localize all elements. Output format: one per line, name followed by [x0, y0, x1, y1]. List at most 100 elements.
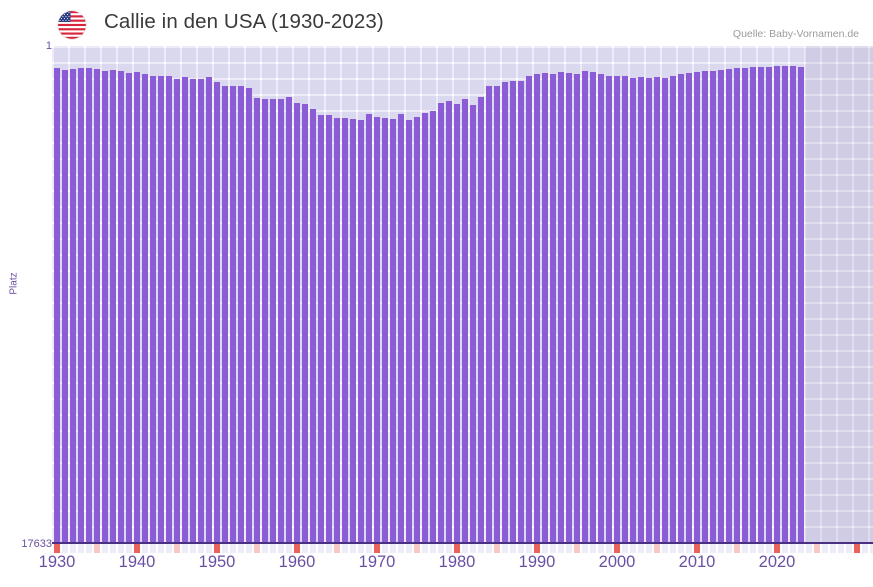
- bar[interactable]: [758, 66, 764, 542]
- bar[interactable]: [310, 108, 316, 542]
- bar[interactable]: [206, 77, 212, 542]
- bar[interactable]: [718, 70, 724, 542]
- bar[interactable]: [102, 70, 108, 542]
- bar[interactable]: [150, 75, 156, 542]
- bar[interactable]: [142, 73, 148, 542]
- bar[interactable]: [190, 79, 196, 542]
- bar[interactable]: [110, 70, 116, 542]
- bar[interactable]: [54, 68, 60, 542]
- bar[interactable]: [278, 98, 284, 542]
- bar[interactable]: [678, 74, 684, 542]
- bar[interactable]: [238, 85, 244, 542]
- bar[interactable]: [766, 66, 772, 542]
- bar[interactable]: [774, 66, 780, 542]
- bar[interactable]: [182, 76, 188, 542]
- bar[interactable]: [614, 75, 620, 542]
- bar[interactable]: [382, 118, 388, 542]
- bar[interactable]: [462, 98, 468, 542]
- bar[interactable]: [294, 103, 300, 542]
- bar[interactable]: [558, 71, 564, 542]
- bar[interactable]: [222, 85, 228, 542]
- bar[interactable]: [134, 72, 140, 542]
- bar[interactable]: [390, 119, 396, 542]
- bar[interactable]: [582, 71, 588, 542]
- bar[interactable]: [566, 72, 572, 542]
- x-tick-blank: [558, 543, 564, 553]
- bar[interactable]: [422, 112, 428, 542]
- x-tick-minor: [94, 543, 100, 553]
- bar[interactable]: [798, 66, 804, 542]
- bar[interactable]: [454, 104, 460, 542]
- bar[interactable]: [438, 102, 444, 542]
- bar[interactable]: [534, 73, 540, 542]
- x-tick-blank: [742, 543, 748, 553]
- bar[interactable]: [270, 99, 276, 542]
- bar[interactable]: [502, 81, 508, 542]
- bar[interactable]: [158, 75, 164, 542]
- bar[interactable]: [198, 79, 204, 542]
- bar[interactable]: [742, 67, 748, 542]
- bar[interactable]: [638, 77, 644, 542]
- bar[interactable]: [494, 85, 500, 542]
- bar[interactable]: [366, 113, 372, 542]
- bar[interactable]: [94, 69, 100, 542]
- bar[interactable]: [118, 71, 124, 542]
- bar[interactable]: [790, 66, 796, 542]
- bar[interactable]: [782, 65, 788, 542]
- bar[interactable]: [622, 75, 628, 542]
- bar[interactable]: [574, 73, 580, 542]
- bar[interactable]: [126, 72, 132, 542]
- bar[interactable]: [726, 69, 732, 542]
- bar[interactable]: [542, 72, 548, 542]
- bar[interactable]: [262, 99, 268, 542]
- bar[interactable]: [478, 97, 484, 542]
- bar[interactable]: [70, 68, 76, 542]
- bar[interactable]: [694, 71, 700, 542]
- bar[interactable]: [550, 73, 556, 542]
- bar[interactable]: [630, 77, 636, 542]
- bar[interactable]: [398, 114, 404, 542]
- bar[interactable]: [430, 111, 436, 542]
- bar[interactable]: [406, 119, 412, 542]
- bar[interactable]: [246, 87, 252, 542]
- bar[interactable]: [710, 71, 716, 542]
- bar[interactable]: [662, 77, 668, 542]
- bar[interactable]: [254, 98, 260, 542]
- bar[interactable]: [166, 75, 172, 542]
- bar[interactable]: [446, 100, 452, 542]
- bar[interactable]: [342, 117, 348, 542]
- bar[interactable]: [526, 76, 532, 542]
- bar[interactable]: [62, 70, 68, 542]
- bar[interactable]: [230, 86, 236, 542]
- bar[interactable]: [286, 97, 292, 542]
- bar[interactable]: [654, 77, 660, 542]
- us-flag-icon: [58, 11, 86, 39]
- bar[interactable]: [302, 104, 308, 542]
- bar[interactable]: [326, 114, 332, 542]
- bar[interactable]: [590, 72, 596, 542]
- bar[interactable]: [414, 117, 420, 542]
- bar[interactable]: [646, 77, 652, 542]
- bar[interactable]: [518, 80, 524, 542]
- bar[interactable]: [374, 117, 380, 542]
- bar[interactable]: [734, 68, 740, 542]
- bar[interactable]: [214, 82, 220, 542]
- bar[interactable]: [174, 78, 180, 542]
- bar[interactable]: [86, 67, 92, 542]
- bar[interactable]: [686, 72, 692, 542]
- bar[interactable]: [350, 119, 356, 542]
- bar[interactable]: [318, 114, 324, 542]
- bar[interactable]: [358, 119, 364, 542]
- bar[interactable]: [486, 85, 492, 542]
- x-tick-blank: [806, 543, 812, 553]
- bar[interactable]: [78, 67, 84, 542]
- bar[interactable]: [598, 74, 604, 542]
- bar[interactable]: [702, 70, 708, 542]
- x-tick-blank: [62, 543, 68, 553]
- bar[interactable]: [750, 67, 756, 542]
- bar[interactable]: [670, 76, 676, 542]
- bar[interactable]: [470, 105, 476, 542]
- bar[interactable]: [510, 81, 516, 542]
- bar[interactable]: [606, 75, 612, 542]
- bar[interactable]: [334, 118, 340, 542]
